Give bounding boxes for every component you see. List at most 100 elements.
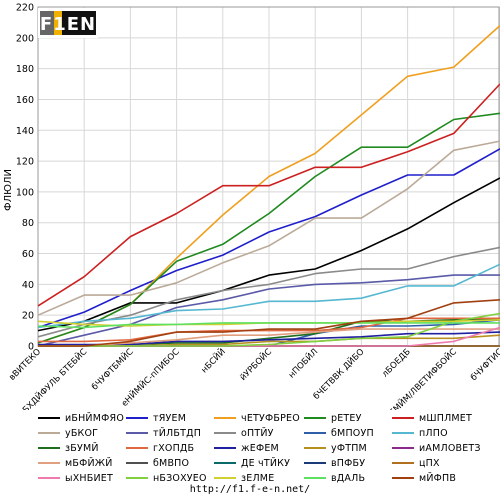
x-tick-label: йУРБОЙС (237, 346, 274, 383)
legend-swatch (214, 417, 236, 419)
legend-item: ДЕ чТЙКУ (214, 455, 290, 471)
legend-swatch (38, 462, 60, 464)
series-line (37, 83, 500, 307)
y-tick-label: 60 (22, 249, 34, 260)
legend-label: иАМЛОВЕТЗ (419, 442, 481, 454)
legend-label: тЙЛБТДП (153, 427, 202, 439)
legend-item: уБКОГ (38, 425, 98, 441)
x-tick-label: бЧУФТБМЙС (89, 346, 136, 393)
legend-label: гХОПДБ (153, 442, 195, 454)
logo-text: F1EN (40, 14, 96, 35)
y-tick-labels: 0 20 40 60 80 100 120 140 160 180 200 220 (16, 3, 34, 353)
legend-label: мШПЛМЕТ (419, 412, 473, 424)
y-tick-label: 200 (16, 33, 34, 44)
series-line (37, 140, 500, 316)
legend: иБНЙМФЯО тЯУЕМ чЕТУФБРЕО рЕТЕУ мШПЛМЕТ уБКОГ т… (38, 410, 498, 484)
f1en-logo: F1EN (38, 8, 98, 38)
legend-swatch (214, 462, 236, 464)
legend-label: ыХНБИЕТ (65, 472, 113, 484)
legend-item: рЕТЕУ (304, 410, 362, 426)
legend-label: зЕЛМЕ (241, 472, 275, 484)
x-tick-label: лБОЕДБ (380, 347, 413, 380)
legend-swatch (38, 447, 60, 449)
legend-swatch (304, 447, 326, 449)
legend-label: пЛПО (419, 427, 448, 439)
legend-item: мЙФПВ (392, 470, 456, 486)
legend-label: мЙФПВ (419, 472, 457, 484)
legend-swatch (214, 447, 236, 449)
legend-label: оПТЙУ (241, 427, 274, 439)
legend-item: тЙЛБТДП (126, 425, 201, 441)
legend-swatch (126, 447, 148, 449)
legend-label: уБКОГ (65, 427, 99, 439)
legend-item: бМПОУП (304, 425, 374, 441)
legend-swatch (126, 477, 148, 479)
legend-label: жЕФЕМ (241, 442, 279, 454)
legend-item: мБФЙЖЙ (38, 455, 113, 471)
legend-label: чЕТУФБРЕО (241, 412, 300, 424)
x-tick-label: вВИТЕКО (7, 347, 43, 383)
series-line (38, 328, 500, 347)
legend-item: пЛПО (392, 425, 448, 441)
legend-swatch (392, 447, 414, 449)
legend-swatch (304, 417, 326, 419)
legend-label: зБУМЙ (65, 442, 99, 454)
legend-label: вПФБУ (331, 457, 366, 469)
x-tick-label: нБСЙЙ (198, 346, 228, 376)
y-tick-label: 220 (16, 3, 34, 14)
legend-item: вПФБУ (304, 455, 365, 471)
legend-label: иБНЙМФЯО (65, 412, 124, 424)
legend-item: тЯУЕМ (126, 410, 186, 426)
series-line (37, 246, 500, 338)
y-tick-label: 140 (16, 126, 34, 137)
line-chart: 0 20 40 60 80 100 120 140 160 180 200 220 вВИТЕКОуБ… (3, 3, 500, 410)
legend-swatch (392, 432, 414, 434)
footer-url[interactable]: http://f1.f-e-n.net/ (189, 484, 311, 495)
legend-label: уФТПМ (331, 442, 367, 454)
legend-swatch (214, 432, 236, 434)
legend-label: бМПОУП (331, 427, 374, 439)
series-line (38, 317, 500, 343)
y-tick-label: 120 (16, 157, 34, 168)
legend-label: рЕТЕУ (331, 412, 362, 424)
legend-swatch (392, 477, 414, 479)
legend-label: мБФЙЖЙ (65, 457, 113, 469)
y-tick-label: 160 (16, 95, 34, 106)
legend-swatch (126, 417, 148, 419)
legend-swatch (38, 477, 60, 479)
legend-label: вДАЛЬ (331, 472, 366, 484)
legend-swatch (304, 432, 326, 434)
legend-swatch (304, 477, 326, 479)
legend-label: цПХ (419, 457, 440, 469)
series-line (37, 263, 500, 329)
y-tick-label: 20 (22, 311, 34, 322)
series-line (37, 274, 500, 347)
series-line (37, 177, 500, 332)
legend-item: гХОПДБ (126, 440, 194, 456)
series-lines (37, 24, 500, 347)
legend-label: бМВПО (153, 457, 190, 469)
legend-item: уФТПМ (304, 440, 367, 456)
legend-item: жЕФЕМ (214, 440, 279, 456)
y-tick-label: 180 (16, 64, 34, 75)
series-line (37, 322, 500, 329)
legend-swatch (126, 432, 148, 434)
series-line (38, 299, 500, 347)
legend-label: ДЕ чТЙКУ (241, 457, 291, 469)
legend-item: ыХНБИЕТ (38, 470, 113, 486)
y-tick-label: 100 (16, 187, 34, 198)
legend-swatch (214, 477, 236, 479)
legend-item: оПТЙУ (214, 425, 274, 441)
series-line (38, 312, 500, 347)
legend-item: зЕЛМЕ (214, 470, 274, 486)
legend-item: чЕТУФБРЕО (214, 410, 300, 426)
legend-swatch (126, 462, 148, 464)
x-tick-label: нПОБЙЛ (286, 346, 321, 381)
x-tick-label: вЕМЙМ/ЛВЕТИФБОЙС (383, 346, 459, 410)
y-tick-label: 40 (22, 280, 34, 291)
legend-label: тЯУЕМ (153, 412, 187, 424)
legend-item: нБЗОХУЕО (126, 470, 207, 486)
legend-label: нБЗОХУЕО (153, 472, 207, 484)
legend-item: зБУМЙ (38, 440, 99, 456)
legend-item: иБНЙМФЯО (38, 410, 124, 426)
